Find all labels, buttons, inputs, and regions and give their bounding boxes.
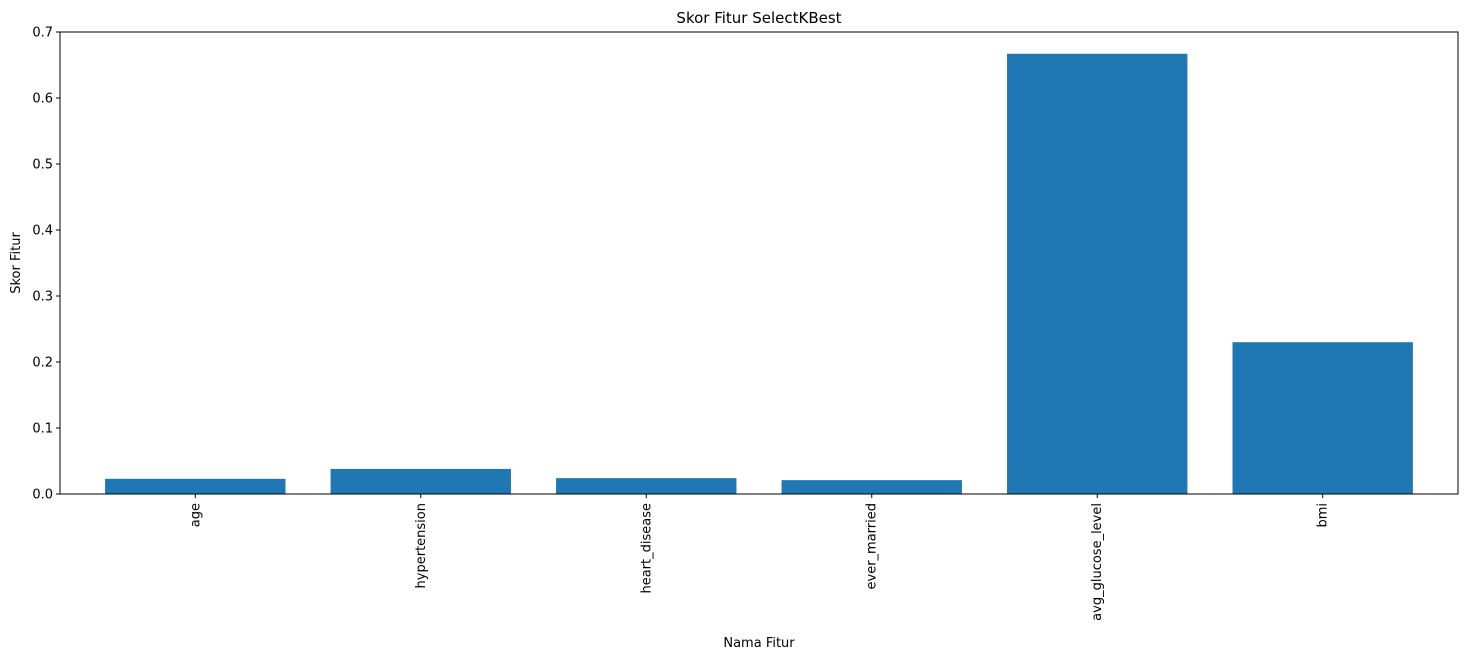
bar-hypertension	[330, 468, 511, 494]
x-tick-label-hypertension: hypertension	[414, 503, 429, 588]
bar-heart_disease	[556, 478, 737, 494]
y-tick-label-7: 0.7	[32, 26, 53, 41]
x-axis: age hypertension heart_disease ever_married…	[188, 494, 1331, 621]
x-axis-label: Nama Fitur	[723, 636, 795, 651]
bar-ever_married	[781, 480, 962, 494]
y-tick-label-4: 0.4	[32, 224, 53, 239]
x-tick-label-heart_disease: heart_disease	[639, 503, 654, 594]
y-tick-label-2: 0.2	[32, 356, 53, 371]
y-tick-label-5: 0.5	[32, 158, 53, 173]
plot-frame	[59, 31, 1459, 495]
x-tick-label-ever_married: ever_married	[865, 503, 880, 590]
bar-avg_glucose_level	[1007, 53, 1188, 494]
x-tick-label-avg_glucose_level: avg_glucose_level	[1090, 503, 1105, 621]
chart-title: Skor Fitur SelectKBest	[676, 9, 841, 27]
y-tick-label-3: 0.3	[32, 290, 53, 305]
bar-bmi	[1232, 342, 1413, 494]
x-tick-label-age: age	[188, 503, 203, 527]
y-tick-label-0: 0.0	[32, 488, 53, 503]
y-axis: 0.0 0.1 0.2 0.3 0.4 0.5 0.6 0.7	[32, 26, 60, 503]
y-axis-label: Skor Fitur	[9, 232, 24, 294]
bars-group	[105, 53, 1413, 494]
bar-age	[105, 478, 286, 494]
y-tick-label-1: 0.1	[32, 422, 53, 437]
y-tick-label-6: 0.6	[32, 92, 53, 107]
x-tick-label-bmi: bmi	[1316, 503, 1331, 528]
